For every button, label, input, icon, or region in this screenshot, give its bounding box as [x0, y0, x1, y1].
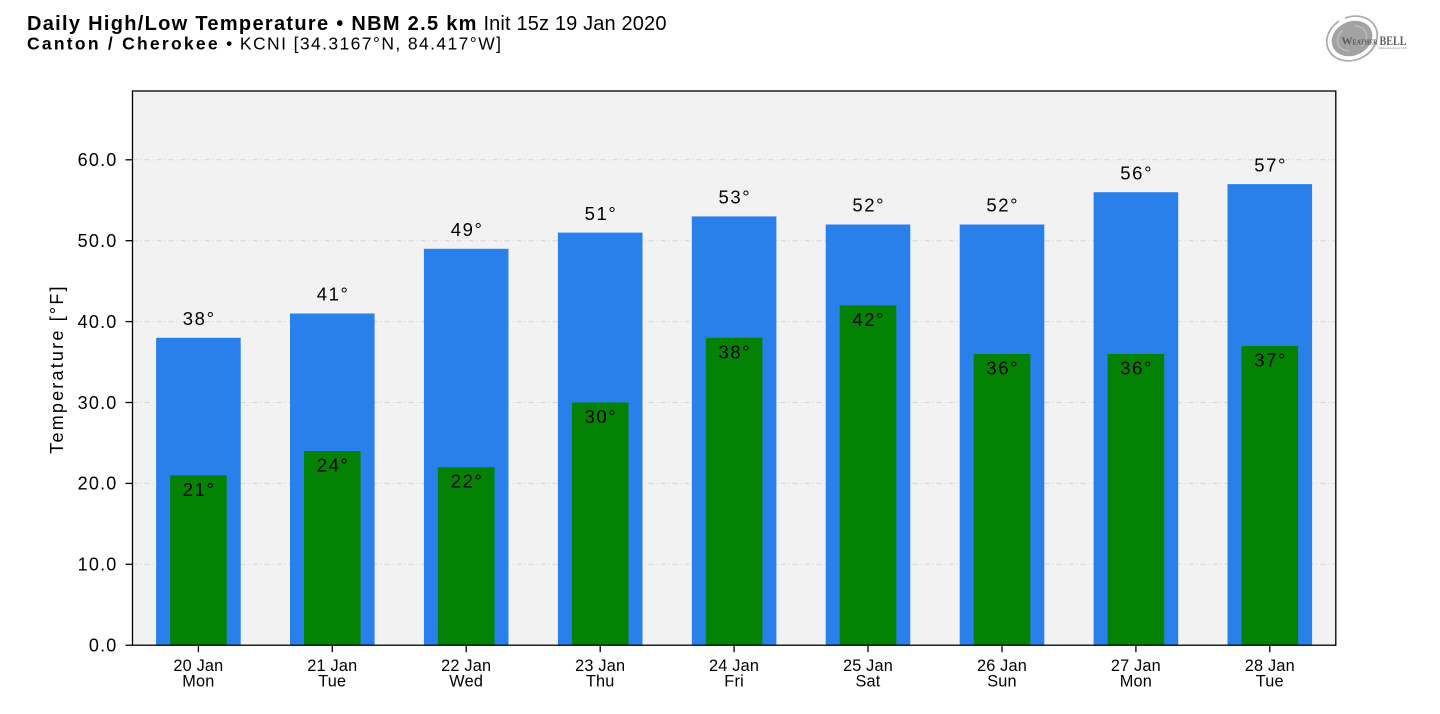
- svg-text:Meteorological LLC: Meteorological LLC: [1379, 46, 1409, 50]
- svg-text:Canton / Cherokee • KCNI [34.3: Canton / Cherokee • KCNI [34.3167°N, 84.…: [27, 33, 502, 53]
- svg-text:21 Jan: 21 Jan: [307, 657, 357, 675]
- svg-text:36°: 36°: [986, 358, 1019, 379]
- svg-text:Temperature [°F]: Temperature [°F]: [47, 284, 67, 453]
- svg-text:20 Jan: 20 Jan: [173, 657, 223, 675]
- svg-text:EATHER: EATHER: [1353, 39, 1379, 47]
- svg-text:50.0: 50.0: [78, 231, 118, 251]
- svg-text:W: W: [1342, 36, 1353, 48]
- svg-text:30.0: 30.0: [78, 393, 118, 413]
- svg-text:52°: 52°: [852, 195, 885, 216]
- svg-text:60.0: 60.0: [78, 150, 118, 170]
- svg-text:Tue: Tue: [1256, 672, 1284, 690]
- svg-text:38°: 38°: [719, 341, 752, 362]
- svg-text:0.0: 0.0: [89, 636, 118, 656]
- svg-text:27 Jan: 27 Jan: [1111, 657, 1161, 675]
- svg-text:23 Jan: 23 Jan: [575, 657, 625, 675]
- svg-text:24°: 24°: [317, 455, 350, 476]
- svg-text:42°: 42°: [852, 309, 885, 330]
- svg-text:25 Jan: 25 Jan: [843, 657, 893, 675]
- svg-text:Wed: Wed: [449, 672, 483, 690]
- svg-text:Thu: Thu: [586, 672, 615, 690]
- svg-text:40.0: 40.0: [78, 312, 118, 332]
- svg-text:37°: 37°: [1254, 349, 1287, 370]
- svg-text:Daily High/Low Temperature • N: Daily High/Low Temperature • NBM 2.5 km …: [27, 13, 667, 35]
- svg-text:38°: 38°: [183, 308, 216, 329]
- svg-text:BELL: BELL: [1380, 34, 1407, 48]
- svg-text:22°: 22°: [451, 471, 484, 492]
- svg-text:Mon: Mon: [1120, 672, 1152, 690]
- svg-text:22 Jan: 22 Jan: [441, 657, 491, 675]
- svg-text:Mon: Mon: [182, 672, 214, 690]
- svg-text:49°: 49°: [451, 219, 484, 240]
- svg-text:Sat: Sat: [855, 672, 880, 690]
- svg-text:10.0: 10.0: [78, 555, 118, 575]
- svg-text:30°: 30°: [585, 406, 618, 427]
- svg-text:Sun: Sun: [987, 672, 1017, 690]
- svg-text:Fri: Fri: [724, 672, 744, 690]
- svg-text:56°: 56°: [1120, 162, 1153, 183]
- svg-text:20.0: 20.0: [78, 474, 118, 494]
- svg-text:26 Jan: 26 Jan: [977, 657, 1027, 675]
- svg-text:53°: 53°: [719, 187, 752, 208]
- svg-text:41°: 41°: [317, 284, 350, 305]
- svg-text:21°: 21°: [183, 479, 216, 500]
- svg-text:52°: 52°: [986, 195, 1019, 216]
- svg-text:28 Jan: 28 Jan: [1245, 657, 1295, 675]
- svg-text:51°: 51°: [585, 203, 618, 224]
- svg-text:57°: 57°: [1254, 154, 1287, 175]
- svg-text:36°: 36°: [1120, 358, 1153, 379]
- svg-text:24 Jan: 24 Jan: [709, 657, 759, 675]
- svg-text:Tue: Tue: [318, 672, 346, 690]
